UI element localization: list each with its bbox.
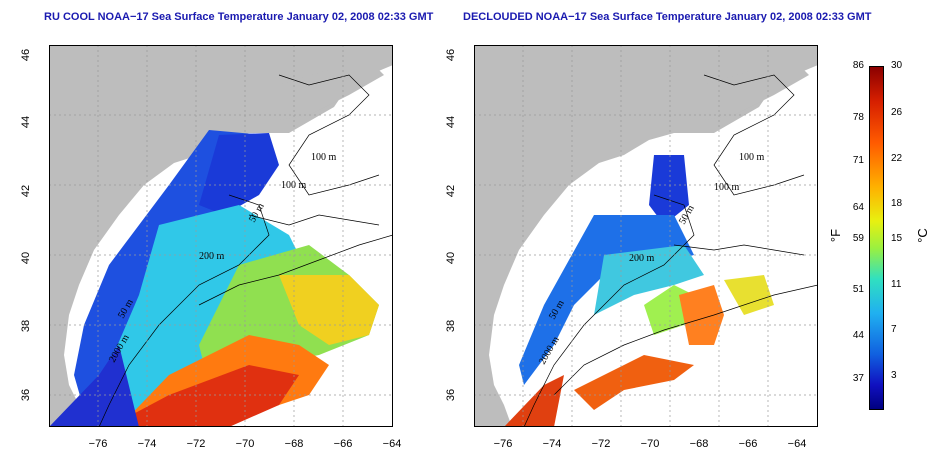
left-sst-map: 100 m 100 m 50 m 200 m 50 m 2000 m: [49, 45, 393, 427]
x-tick-label: −70: [640, 438, 660, 450]
x-tick-label: −72: [591, 438, 611, 450]
x-tick-label: −64: [787, 438, 807, 450]
contour-2000m: [553, 284, 818, 396]
y-tick-label: 40: [20, 251, 32, 265]
colorbar-f-tick: 37: [852, 373, 864, 384]
colorbar-f-tick: 78: [852, 112, 864, 123]
x-tick-label: −64: [382, 438, 402, 450]
colorbar-f-tick: 51: [852, 284, 864, 295]
sst-shelf-cyan: [89, 205, 309, 427]
x-tick-label: −74: [137, 438, 157, 450]
colorbar-c-tick: 18: [891, 198, 903, 209]
y-tick-label: 46: [445, 48, 457, 62]
temperature-colorbar: [869, 66, 884, 410]
x-tick-label: −66: [738, 438, 758, 450]
land-mass: [474, 45, 818, 427]
colorbar-f-tick: 71: [852, 155, 864, 166]
nova-scotia-land: [704, 60, 809, 120]
colorbar-c-tick: 7: [891, 324, 897, 335]
colorbar-unit-f: °F: [828, 228, 844, 243]
contour-200m: [673, 244, 805, 256]
y-tick-label: 38: [20, 319, 32, 333]
x-tick-label: −72: [186, 438, 206, 450]
colorbar-c-tick: 22: [891, 153, 903, 164]
y-tick-label: 36: [20, 388, 32, 402]
land-mass: [49, 45, 393, 427]
colorbar-c-tick: 26: [891, 107, 903, 118]
y-tick-label: 38: [445, 319, 457, 333]
lat-lon-grid: [49, 45, 393, 427]
y-tick-label: 44: [20, 115, 32, 129]
sst-shelf-cyan: [594, 245, 704, 315]
contour-2000m: [198, 234, 393, 306]
x-tick-label: −68: [689, 438, 709, 450]
y-tick-label: 46: [20, 48, 32, 62]
contour-50m: [523, 194, 695, 427]
sst-gulf-stream: [574, 355, 694, 410]
contour-label: 100 m: [714, 182, 740, 193]
colorbar-c-tick: 15: [891, 233, 903, 244]
right-map-frame: [474, 45, 818, 427]
contour-50m: [98, 194, 270, 427]
contour-label: 200 m: [629, 253, 655, 264]
colorbar-f-tick: 44: [852, 330, 864, 341]
sst-south-cold: [49, 345, 139, 427]
colorbar-f-tick: 64: [852, 202, 864, 213]
nova-scotia-land: [279, 60, 384, 120]
colorbar-unit-c: °C: [914, 228, 930, 243]
sst-south-red: [504, 375, 564, 427]
contour-label: 100 m: [311, 152, 337, 163]
sst-gulf-maine: [649, 155, 689, 225]
contour-label: 100 m: [739, 152, 765, 163]
y-tick-label: 44: [445, 115, 457, 129]
colorbar-c-tick: 11: [891, 279, 902, 290]
contour-200m: [248, 214, 380, 226]
right-sst-map: 100 m 100 m 50 m 200 m 50 m 2000 m: [474, 45, 818, 427]
left-map-title: RU COOL NOAA−17 Sea Surface Temperature …: [44, 11, 434, 23]
y-tick-label: 42: [20, 184, 32, 198]
x-tick-label: −74: [542, 438, 562, 450]
y-tick-label: 36: [445, 388, 457, 402]
x-tick-label: −76: [493, 438, 513, 450]
sst-gulf-maine: [199, 133, 279, 215]
left-map-frame: [49, 45, 393, 427]
right-map-title: DECLOUDED NOAA−17 Sea Surface Temperatur…: [463, 11, 872, 23]
y-tick-label: 42: [445, 184, 457, 198]
sst-yellow-east: [724, 275, 774, 315]
x-tick-label: −68: [284, 438, 304, 450]
colorbar-c-tick: 30: [891, 60, 903, 71]
contour-100m: [278, 74, 380, 196]
sst-warm-orange: [679, 285, 724, 345]
contour-label: 200 m: [199, 251, 225, 262]
x-tick-label: −70: [235, 438, 255, 450]
lat-lon-grid: [474, 45, 818, 427]
sst-gulf-stream: [109, 365, 299, 427]
colorbar-c-tick: 3: [891, 370, 897, 381]
colorbar-f-tick: 86: [852, 60, 864, 71]
x-tick-label: −76: [88, 438, 108, 450]
sst-warm-yellow: [279, 275, 379, 345]
x-tick-label: −66: [333, 438, 353, 450]
colorbar-f-tick: 59: [852, 233, 864, 244]
y-tick-label: 40: [445, 251, 457, 265]
contour-100m: [703, 74, 805, 196]
